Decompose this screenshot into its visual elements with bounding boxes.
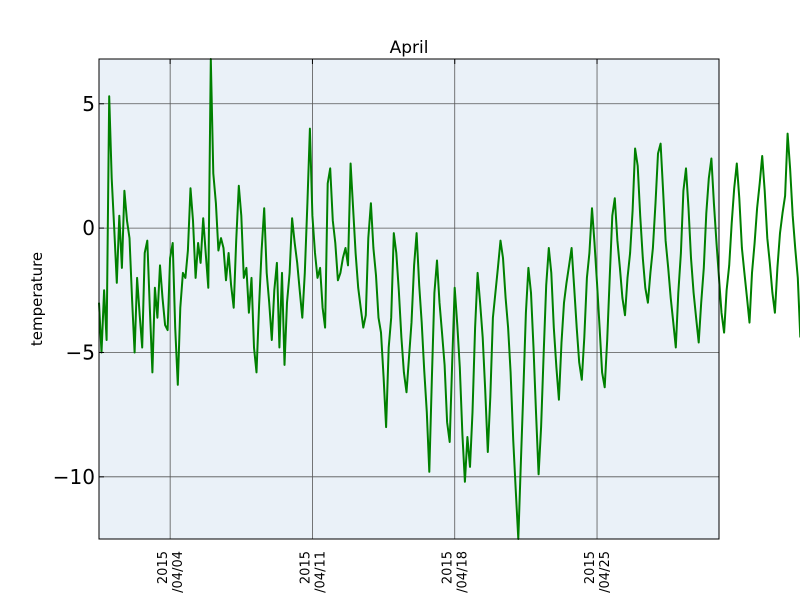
chart-title: April [390, 38, 429, 58]
plot-area-frame [98, 58, 720, 540]
x-tick-label: 2015/04/25 [583, 551, 613, 593]
x-tick-label-line: 2015 [298, 551, 313, 584]
x-tick-label-line: 2015 [583, 551, 598, 584]
x-tick-label-line: /04/04 [171, 551, 186, 593]
plot-area-background [99, 59, 719, 539]
x-tick-label-line: /04/11 [313, 551, 328, 593]
y-tick-label: 0 [82, 216, 95, 240]
y-axis-label: temperature [28, 252, 46, 346]
y-tick-label: 5 [82, 92, 95, 116]
x-tick-label-line: /04/25 [598, 551, 613, 593]
x-tick-label-line: /04/18 [456, 551, 471, 593]
y-tick-label: −10 [53, 465, 95, 489]
x-tick-label: 2015/04/11 [298, 551, 328, 593]
x-tick-label-line: 2015 [156, 551, 171, 584]
x-tick-label-line: 2015 [441, 551, 456, 584]
y-tick-label: −5 [66, 340, 95, 364]
series-line-temperature [98, 58, 800, 540]
x-tick-label: 2015/04/04 [156, 551, 186, 593]
x-tick-label: 2015/04/18 [441, 551, 471, 593]
